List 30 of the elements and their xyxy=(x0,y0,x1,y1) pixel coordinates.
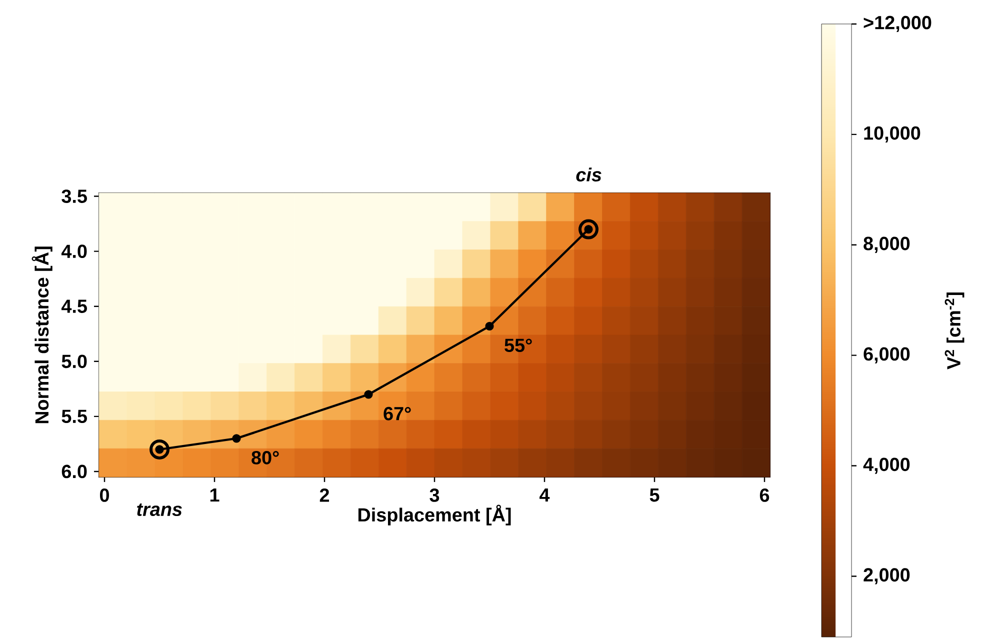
color-bar-label: >12,000 xyxy=(864,16,932,32)
y-tick-label: 5.5 xyxy=(62,410,87,424)
x-tick-label: 5 xyxy=(650,488,660,502)
text: cis xyxy=(576,168,602,182)
x-tick-label: 1 xyxy=(210,488,220,502)
annotation: 67° xyxy=(384,406,411,420)
annotation: 80° xyxy=(252,450,279,464)
color-bar-label: 4,000 xyxy=(863,458,910,474)
y-tick-label: 4.0 xyxy=(61,244,87,258)
color-bar-label: 10,000 xyxy=(864,126,920,142)
y-axis-title: Normal distance [Å] xyxy=(32,246,52,424)
x-tick-label: 3 xyxy=(430,488,440,502)
x-tick-label: 2 xyxy=(320,488,330,502)
color-bar-title: V$^{2}$ [cm$^{-2}$] xyxy=(944,292,964,370)
x-tick-label: 6 xyxy=(760,488,770,502)
x-axis-title: Displacement [Å] xyxy=(358,504,511,526)
color-bar-label: 8,000 xyxy=(864,236,910,253)
point xyxy=(232,434,241,443)
point xyxy=(485,322,494,330)
annotation: 55° xyxy=(504,338,532,352)
color-bar-label: 2,000 xyxy=(864,568,910,584)
point xyxy=(364,390,373,399)
x-tick-label: 0 xyxy=(100,488,109,502)
y-tick-label: 6.0 xyxy=(62,464,87,478)
y-tick-label: 4.5 xyxy=(61,300,87,313)
color-bar-label: 6,000 xyxy=(864,347,910,364)
text: trans xyxy=(137,504,182,516)
y-tick-label: 5.0 xyxy=(62,354,87,368)
y-tick-label: 3.5 xyxy=(62,190,87,204)
x-tick-label: 4 xyxy=(540,488,550,502)
